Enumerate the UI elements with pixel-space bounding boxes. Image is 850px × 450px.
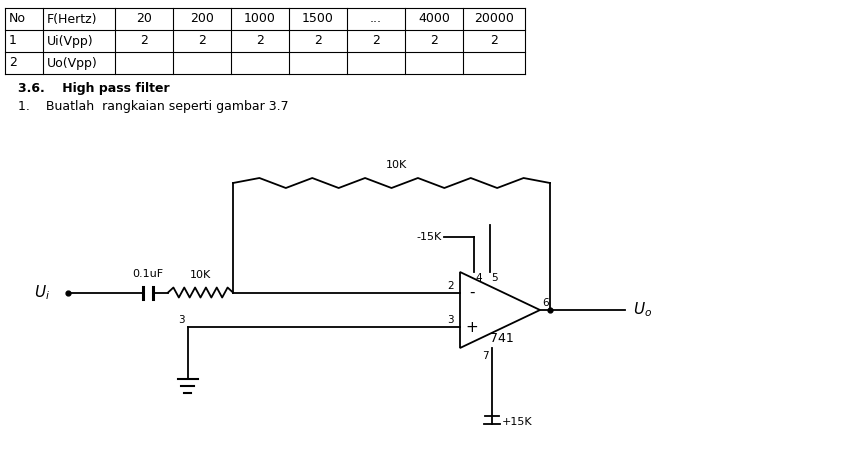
Text: 3.6.    High pass filter: 3.6. High pass filter (18, 82, 170, 95)
Text: 7: 7 (482, 351, 489, 361)
Text: 1000: 1000 (244, 13, 276, 26)
Text: 1: 1 (9, 35, 17, 48)
Text: +: + (466, 320, 479, 335)
Text: Uo(Vpp): Uo(Vpp) (47, 57, 98, 69)
Text: 2: 2 (447, 280, 454, 291)
Text: 2: 2 (198, 35, 206, 48)
Text: -: - (469, 285, 475, 300)
Text: 10K: 10K (386, 160, 407, 170)
Text: 0.1uF: 0.1uF (133, 269, 163, 279)
Text: 20: 20 (136, 13, 152, 26)
Text: F(Hertz): F(Hertz) (47, 13, 98, 26)
Text: 10K: 10K (190, 270, 211, 279)
Text: +15K: +15K (502, 417, 533, 427)
Text: 741: 741 (490, 332, 514, 345)
Text: 3: 3 (178, 315, 185, 325)
Text: 2: 2 (256, 35, 264, 48)
Text: 2: 2 (490, 35, 498, 48)
Text: 4: 4 (475, 273, 482, 283)
Text: 20000: 20000 (474, 13, 514, 26)
Text: $U_o$: $U_o$ (633, 301, 652, 320)
Text: $U_i$: $U_i$ (34, 283, 50, 302)
Text: 6: 6 (542, 298, 548, 308)
Text: 3: 3 (447, 315, 454, 325)
Text: 2: 2 (372, 35, 380, 48)
Text: 2: 2 (140, 35, 148, 48)
Text: 4000: 4000 (418, 13, 450, 26)
Text: 200: 200 (190, 13, 214, 26)
Text: 5: 5 (491, 273, 497, 283)
Text: 2: 2 (9, 57, 17, 69)
Text: No: No (9, 13, 26, 26)
Text: 2: 2 (430, 35, 438, 48)
Text: 1500: 1500 (302, 13, 334, 26)
Text: -15K: -15K (416, 232, 442, 242)
Text: 1.    Buatlah  rangkaian seperti gambar 3.7: 1. Buatlah rangkaian seperti gambar 3.7 (18, 100, 289, 113)
Text: 2: 2 (314, 35, 322, 48)
Text: ...: ... (370, 13, 382, 26)
Text: Ui(Vpp): Ui(Vpp) (47, 35, 94, 48)
